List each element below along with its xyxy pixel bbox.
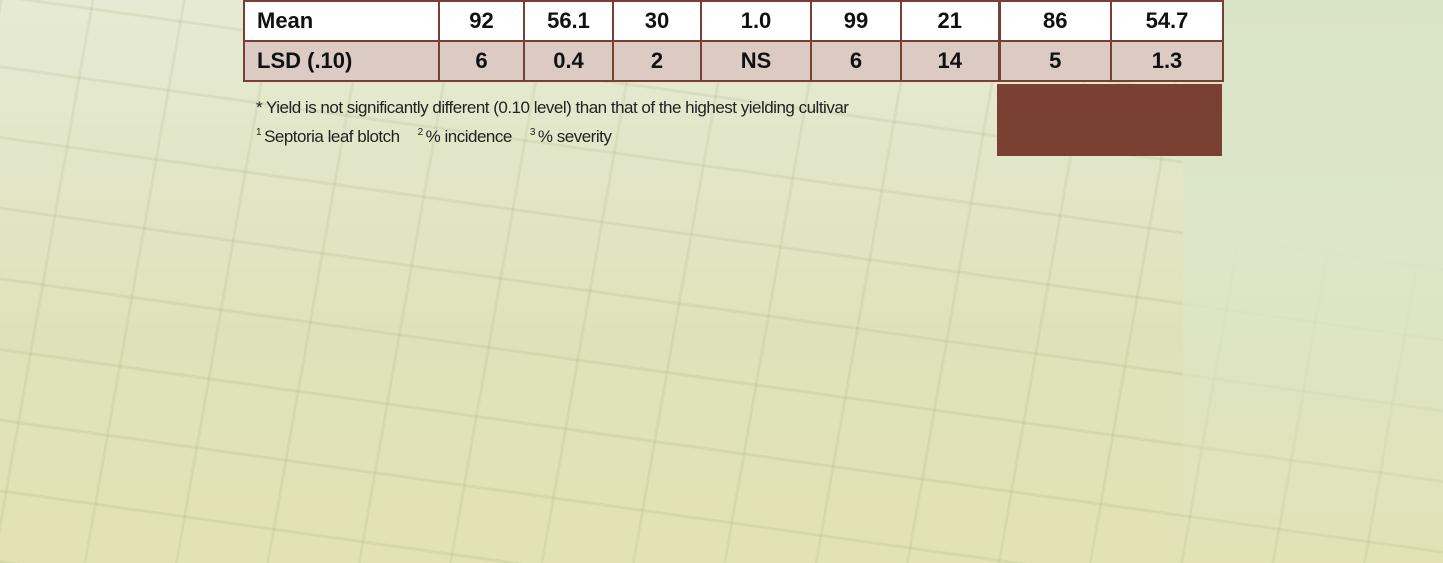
table-cell: 54.7 [1110, 0, 1224, 42]
table-cell: 21 [900, 0, 1000, 42]
table-cell: 99 [810, 0, 902, 42]
row-label: LSD (.10) [243, 40, 440, 82]
table-cell: 92 [438, 0, 525, 42]
table-cell: 1.0 [700, 0, 812, 42]
footnote-mark: 2 [417, 127, 424, 139]
footnote-item: 2% incidence [417, 127, 513, 146]
footnote-item: 3% severity [529, 127, 612, 146]
footnote-text: % severity [537, 127, 612, 146]
table-cell: 2 [612, 40, 702, 82]
table-cell: NS [700, 40, 812, 82]
table-cell: 86 [997, 0, 1112, 42]
background-field [1183, 0, 1443, 563]
table-cell: 6 [810, 40, 902, 82]
table-cell: 6 [438, 40, 525, 82]
brown-panel [997, 84, 1222, 156]
footnote-item: 1 Septoria leaf blotch [256, 127, 400, 146]
table-row: LSD (.10) 6 0.4 2 NS 6 14 5 1.3 [243, 40, 1224, 82]
table-cell: 14 [900, 40, 1000, 82]
footnote-mark: 1 [256, 127, 262, 139]
table-cell: 5 [997, 40, 1112, 82]
footnote-mark: 3 [529, 127, 536, 139]
footnote: * Yield is not significantly different (… [256, 98, 849, 117]
table-cell: 30 [612, 0, 702, 42]
table-cell: 0.4 [523, 40, 614, 82]
table-cell: 1.3 [1110, 40, 1224, 82]
footnote-text: Septoria leaf blotch [264, 127, 400, 146]
results-table: Mean 92 56.1 30 1.0 99 21 86 54.7 LSD (.10) 6 0.4 2 N… [243, 0, 1224, 82]
table-row: Mean 92 56.1 30 1.0 99 21 86 54.7 [243, 0, 1224, 42]
footnote-list: 1 Septoria leaf blotch 2% incidence 3% seve… [256, 127, 629, 147]
row-label: Mean [243, 0, 440, 42]
table-body: Mean 92 56.1 30 1.0 99 21 86 54.7 LSD (.10) 6 0.4 2 N… [243, 0, 1224, 82]
footnote-text: % incidence [425, 127, 513, 146]
table-cell: 56.1 [523, 0, 614, 42]
